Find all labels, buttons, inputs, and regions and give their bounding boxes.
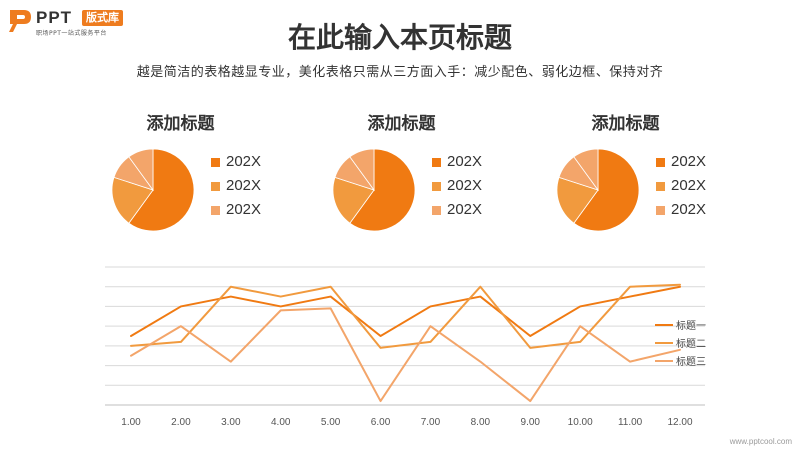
legend-label: 202X — [447, 201, 483, 218]
legend-label: 标题一 — [676, 320, 706, 332]
legend-swatch — [211, 182, 220, 191]
x-tick-label: 12.00 — [667, 417, 692, 428]
logo-tagline: 职场PPT一站式服务平台 — [36, 30, 107, 37]
pie-chart — [556, 148, 640, 232]
x-tick-label: 6.00 — [371, 417, 391, 428]
pie-slice-2 — [556, 176, 599, 224]
pie-chart-block-3: 添加标题 202X 202X 202X — [553, 105, 773, 235]
x-tick-label: 9.00 — [521, 417, 541, 428]
legend-swatch — [211, 158, 220, 167]
legend-label: 标题三 — [676, 356, 706, 368]
legend-label: 202X — [671, 153, 707, 170]
legend-swatch — [211, 206, 220, 215]
series-line-3 — [130, 307, 681, 403]
watermark: www.pptcool.com — [729, 437, 792, 446]
legend-label: 202X — [671, 177, 707, 194]
pie-slice-2 — [111, 176, 154, 224]
legend-label: 标题二 — [676, 338, 706, 350]
x-tick-label: 7.00 — [421, 417, 441, 428]
pie-chart-block-2: 添加标题 202X 202X 202X — [329, 105, 549, 235]
legend-swatch — [432, 158, 441, 167]
legend-swatch — [656, 158, 665, 167]
legend-swatch — [656, 206, 665, 215]
x-tick-label: 8.00 — [471, 417, 491, 428]
logo-text: PPT — [36, 8, 73, 27]
x-tick-label: 4.00 — [271, 417, 291, 428]
pie-slice-1 — [128, 148, 195, 232]
page-title: 在此输入本页标题 — [287, 21, 512, 54]
x-tick-label: 5.00 — [321, 417, 341, 428]
x-tick-label: 1.00 — [121, 417, 141, 428]
legend-label: 202X — [671, 201, 707, 218]
x-tick-label: 10.00 — [568, 417, 593, 428]
pie-slice-4 — [128, 148, 154, 192]
series-line-1 — [130, 285, 681, 337]
legend-label: 202X — [226, 177, 262, 194]
pie-slice-1 — [349, 148, 416, 232]
legend-swatch — [432, 182, 441, 191]
legend-swatch — [656, 182, 665, 191]
pie-title: 添加标题 — [591, 114, 660, 134]
pie-title: 添加标题 — [367, 114, 436, 134]
page-subtitle: 越是简洁的表格越显专业，美化表格只需从三方面入手：减少配色、弱化边框、保持对齐 — [136, 65, 664, 80]
pie-title: 添加标题 — [146, 114, 215, 134]
pie-slice-2 — [332, 176, 375, 224]
x-tick-label: 3.00 — [221, 417, 241, 428]
pie-slice-4 — [573, 148, 599, 192]
legend-label: 202X — [226, 201, 262, 218]
pie-chart — [111, 148, 195, 232]
logo-badge: 版式库 — [82, 10, 123, 26]
pie-slice-4 — [349, 148, 375, 192]
x-tick-label: 2.00 — [171, 417, 191, 428]
pie-slice-1 — [573, 148, 640, 232]
legend-label: 202X — [447, 153, 483, 170]
line-chart: 1.00 2.00 3.00 4.00 5.00 6.00 7.00 8.00 9.00 10.0… — [105, 266, 706, 428]
logo-p-icon — [9, 10, 31, 32]
pie-chart — [332, 148, 416, 232]
x-tick-label: 11.00 — [618, 417, 643, 428]
brand-logo: PPT 版式库 职场PPT一站式服务平台 — [8, 8, 158, 38]
legend-label: 202X — [447, 177, 483, 194]
legend-label: 202X — [226, 153, 262, 170]
pie-chart-block-1: 添加标题 202X 202X 202X — [108, 105, 328, 235]
legend-swatch — [432, 206, 441, 215]
